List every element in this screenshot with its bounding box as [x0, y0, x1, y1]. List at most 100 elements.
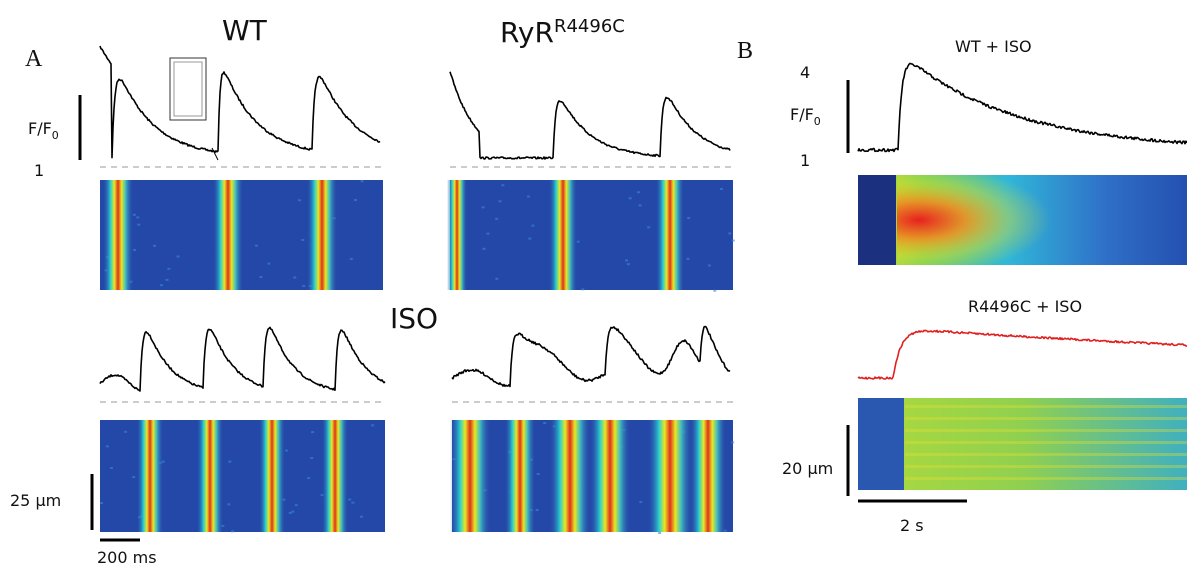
space-scale-label: 25 µm	[10, 491, 61, 510]
speckle	[161, 460, 165, 463]
stripe	[905, 453, 1187, 456]
speckle	[302, 285, 306, 288]
ca-band	[550, 420, 590, 532]
inset	[169, 57, 207, 121]
speckle	[686, 257, 690, 260]
speckle	[639, 501, 643, 504]
speckle	[486, 232, 490, 235]
time-scale-label: 2 s	[900, 516, 924, 535]
stripe	[905, 465, 1187, 468]
speckle	[160, 284, 164, 287]
speckle	[687, 217, 691, 220]
inset	[173, 61, 203, 117]
speckle	[228, 460, 232, 463]
ca-band	[505, 420, 535, 532]
speckle	[132, 476, 136, 479]
speckle	[176, 255, 180, 258]
speckle	[284, 449, 288, 452]
speckle	[298, 199, 302, 202]
speckle	[498, 200, 502, 203]
speckle	[731, 239, 735, 242]
line-scan	[858, 398, 1187, 490]
speckle	[543, 421, 547, 424]
speckle	[536, 473, 540, 476]
speckle	[294, 504, 298, 507]
speckle	[227, 503, 231, 506]
condition-label: ISO	[390, 302, 438, 335]
scale-sub: 0	[814, 115, 821, 128]
speckle	[124, 430, 128, 433]
dark-strip	[858, 175, 896, 265]
trace-title: R4496C + ISO	[968, 297, 1082, 316]
column-title: RyRR4496C	[500, 16, 625, 49]
speckle	[728, 232, 732, 235]
speckle	[535, 509, 539, 512]
ca-band	[307, 180, 337, 290]
speckle	[349, 257, 353, 260]
y-scale-bottom: 1	[34, 161, 44, 180]
speckle	[307, 477, 311, 480]
speckle	[267, 262, 271, 265]
speckle	[259, 276, 263, 279]
speckle	[371, 424, 375, 427]
stripe	[905, 477, 1187, 480]
speckle	[531, 224, 535, 227]
y-scale-label: F/F0	[28, 119, 59, 142]
title-base: RyR	[500, 16, 554, 49]
speckle	[637, 191, 641, 194]
speckle	[495, 217, 499, 220]
ca-band	[648, 420, 692, 532]
ca-band	[137, 420, 163, 532]
speckle	[167, 267, 171, 270]
speckle	[576, 240, 580, 243]
scale-base: F/F	[790, 105, 814, 124]
title-sup: R4496C	[554, 16, 625, 37]
speckle	[647, 226, 651, 229]
scale-sub: 0	[52, 129, 59, 142]
speckle	[291, 510, 295, 513]
arrow	[211, 147, 219, 161]
speckle	[351, 501, 355, 504]
speckle	[100, 502, 104, 505]
trace	[857, 62, 1187, 153]
speckle	[153, 244, 157, 247]
speckle	[731, 441, 735, 444]
speckle	[713, 289, 717, 292]
speckle	[109, 467, 113, 470]
speckle	[501, 184, 505, 187]
panel-label: A	[25, 46, 43, 72]
ca-band	[213, 180, 243, 290]
trace	[857, 329, 1187, 380]
speckle	[105, 445, 109, 448]
speckle	[707, 264, 711, 267]
speckle	[527, 195, 531, 198]
ca-band	[656, 180, 684, 290]
space-scale-label: 20 µm	[782, 459, 833, 478]
speckle	[528, 237, 532, 240]
speckle	[310, 457, 314, 460]
speckle	[658, 531, 662, 534]
speckle	[359, 515, 363, 518]
stripe	[905, 405, 1187, 408]
trace	[451, 325, 731, 388]
speckle	[231, 530, 235, 533]
speckle	[481, 206, 485, 209]
trace-title: WT + ISO	[955, 37, 1032, 56]
ca-band	[549, 180, 577, 290]
speckle	[255, 244, 259, 247]
speckle	[638, 204, 642, 207]
ca-band	[322, 420, 348, 532]
speckle	[719, 187, 723, 190]
column-title: WT	[222, 14, 268, 47]
speckle	[495, 277, 499, 280]
speckle	[626, 263, 630, 266]
ca-band	[259, 420, 285, 532]
y-scale-top: 4	[800, 63, 810, 82]
speckle	[311, 431, 315, 434]
y-scale-bottom: 1	[800, 151, 810, 170]
trace	[99, 45, 381, 159]
scale-base: F/F	[28, 119, 52, 138]
